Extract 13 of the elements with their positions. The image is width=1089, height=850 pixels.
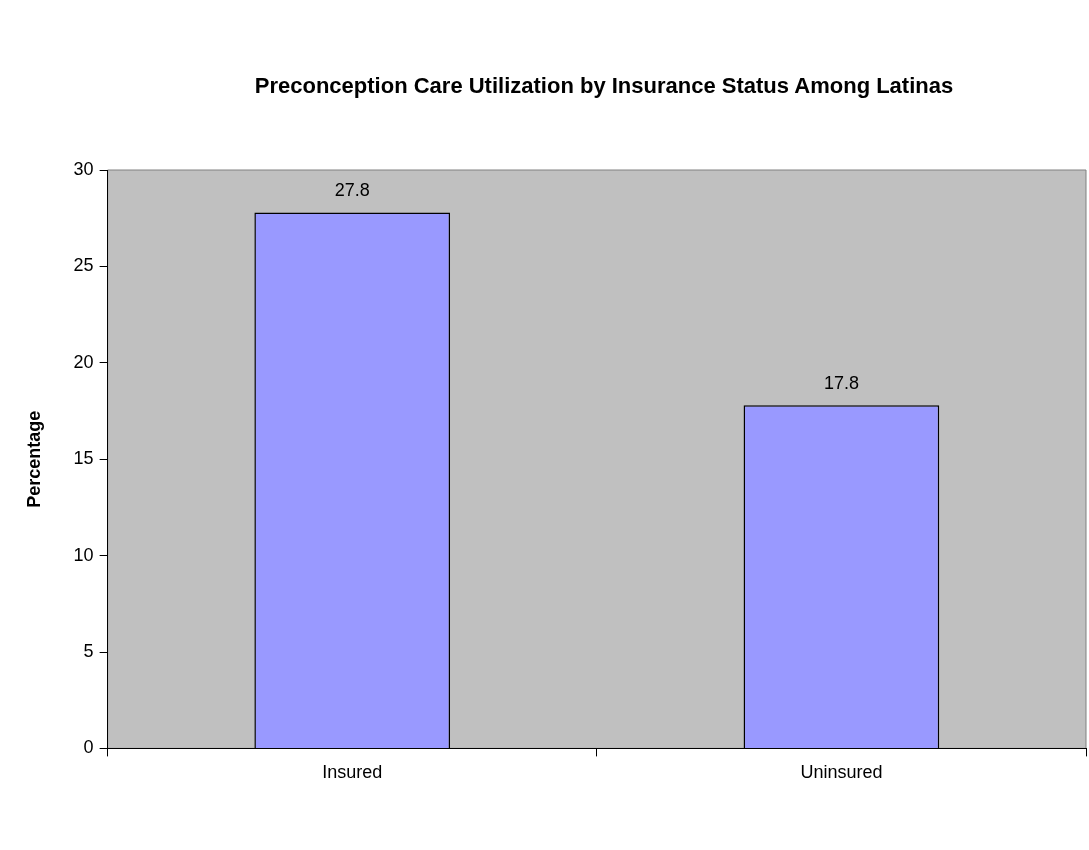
y-tick-label: 20	[73, 351, 94, 372]
y-tick-label: 15	[73, 448, 94, 469]
x-tick-label: Insured	[322, 762, 383, 783]
x-tick-label: Uninsured	[800, 762, 883, 783]
y-tick-label: 5	[83, 640, 94, 661]
y-tick-label: 0	[83, 737, 94, 758]
data-label: 27.8	[334, 180, 370, 201]
y-tick-label: 30	[73, 158, 94, 179]
y-axis-title: Percentage	[23, 410, 44, 508]
data-label: 17.8	[823, 373, 859, 394]
y-tick-label: 25	[73, 255, 94, 276]
y-tick-label: 10	[73, 544, 94, 565]
chart-title: Preconception Care Utilization by Insurance Status Among Latinas	[253, 72, 955, 100]
